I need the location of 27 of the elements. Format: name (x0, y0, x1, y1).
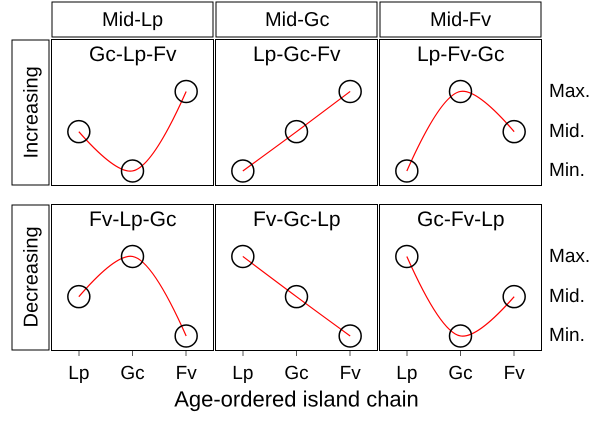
x-tick-label: Fv (340, 362, 362, 384)
text: Min. (549, 160, 585, 181)
chart-title: Lp-Gc-Fv (253, 43, 342, 66)
chart-title: Gc-Lp-Fv (89, 43, 178, 66)
text: Max. (549, 81, 590, 102)
chart-subtitle: Mid-Gc (265, 9, 330, 31)
x-tick-label: Lp (68, 362, 90, 384)
chart-title: Gc-Fv-Lp (417, 208, 505, 231)
chart-title: Lp-Fv-Gc (417, 43, 505, 66)
text: Min. (549, 325, 585, 346)
y-axis-title: Increasing (20, 66, 42, 158)
chart-title: Fv-Gc-Lp (253, 208, 341, 231)
x-tick-label: Lp (396, 362, 418, 384)
x-tick-label: Lp (232, 362, 254, 384)
y-axis-title: Decreasing (20, 226, 42, 328)
text: Mid. (549, 286, 585, 307)
chart-subtitle: Mid-Fv (430, 9, 492, 31)
chart-subtitle: Mid-Lp (102, 9, 164, 31)
x-tick-label: Gc (120, 362, 145, 384)
x-tick-label: Gc (448, 362, 473, 384)
x-tick-label: Gc (284, 362, 309, 384)
x-tick-label: Fv (176, 362, 198, 384)
chart-title: Fv-Lp-Gc (89, 208, 177, 231)
text: Max. (549, 246, 590, 267)
x-tick-label: Fv (504, 362, 526, 384)
text: Mid. (549, 121, 585, 142)
x-axis-title: Age-ordered island chain (174, 386, 419, 412)
